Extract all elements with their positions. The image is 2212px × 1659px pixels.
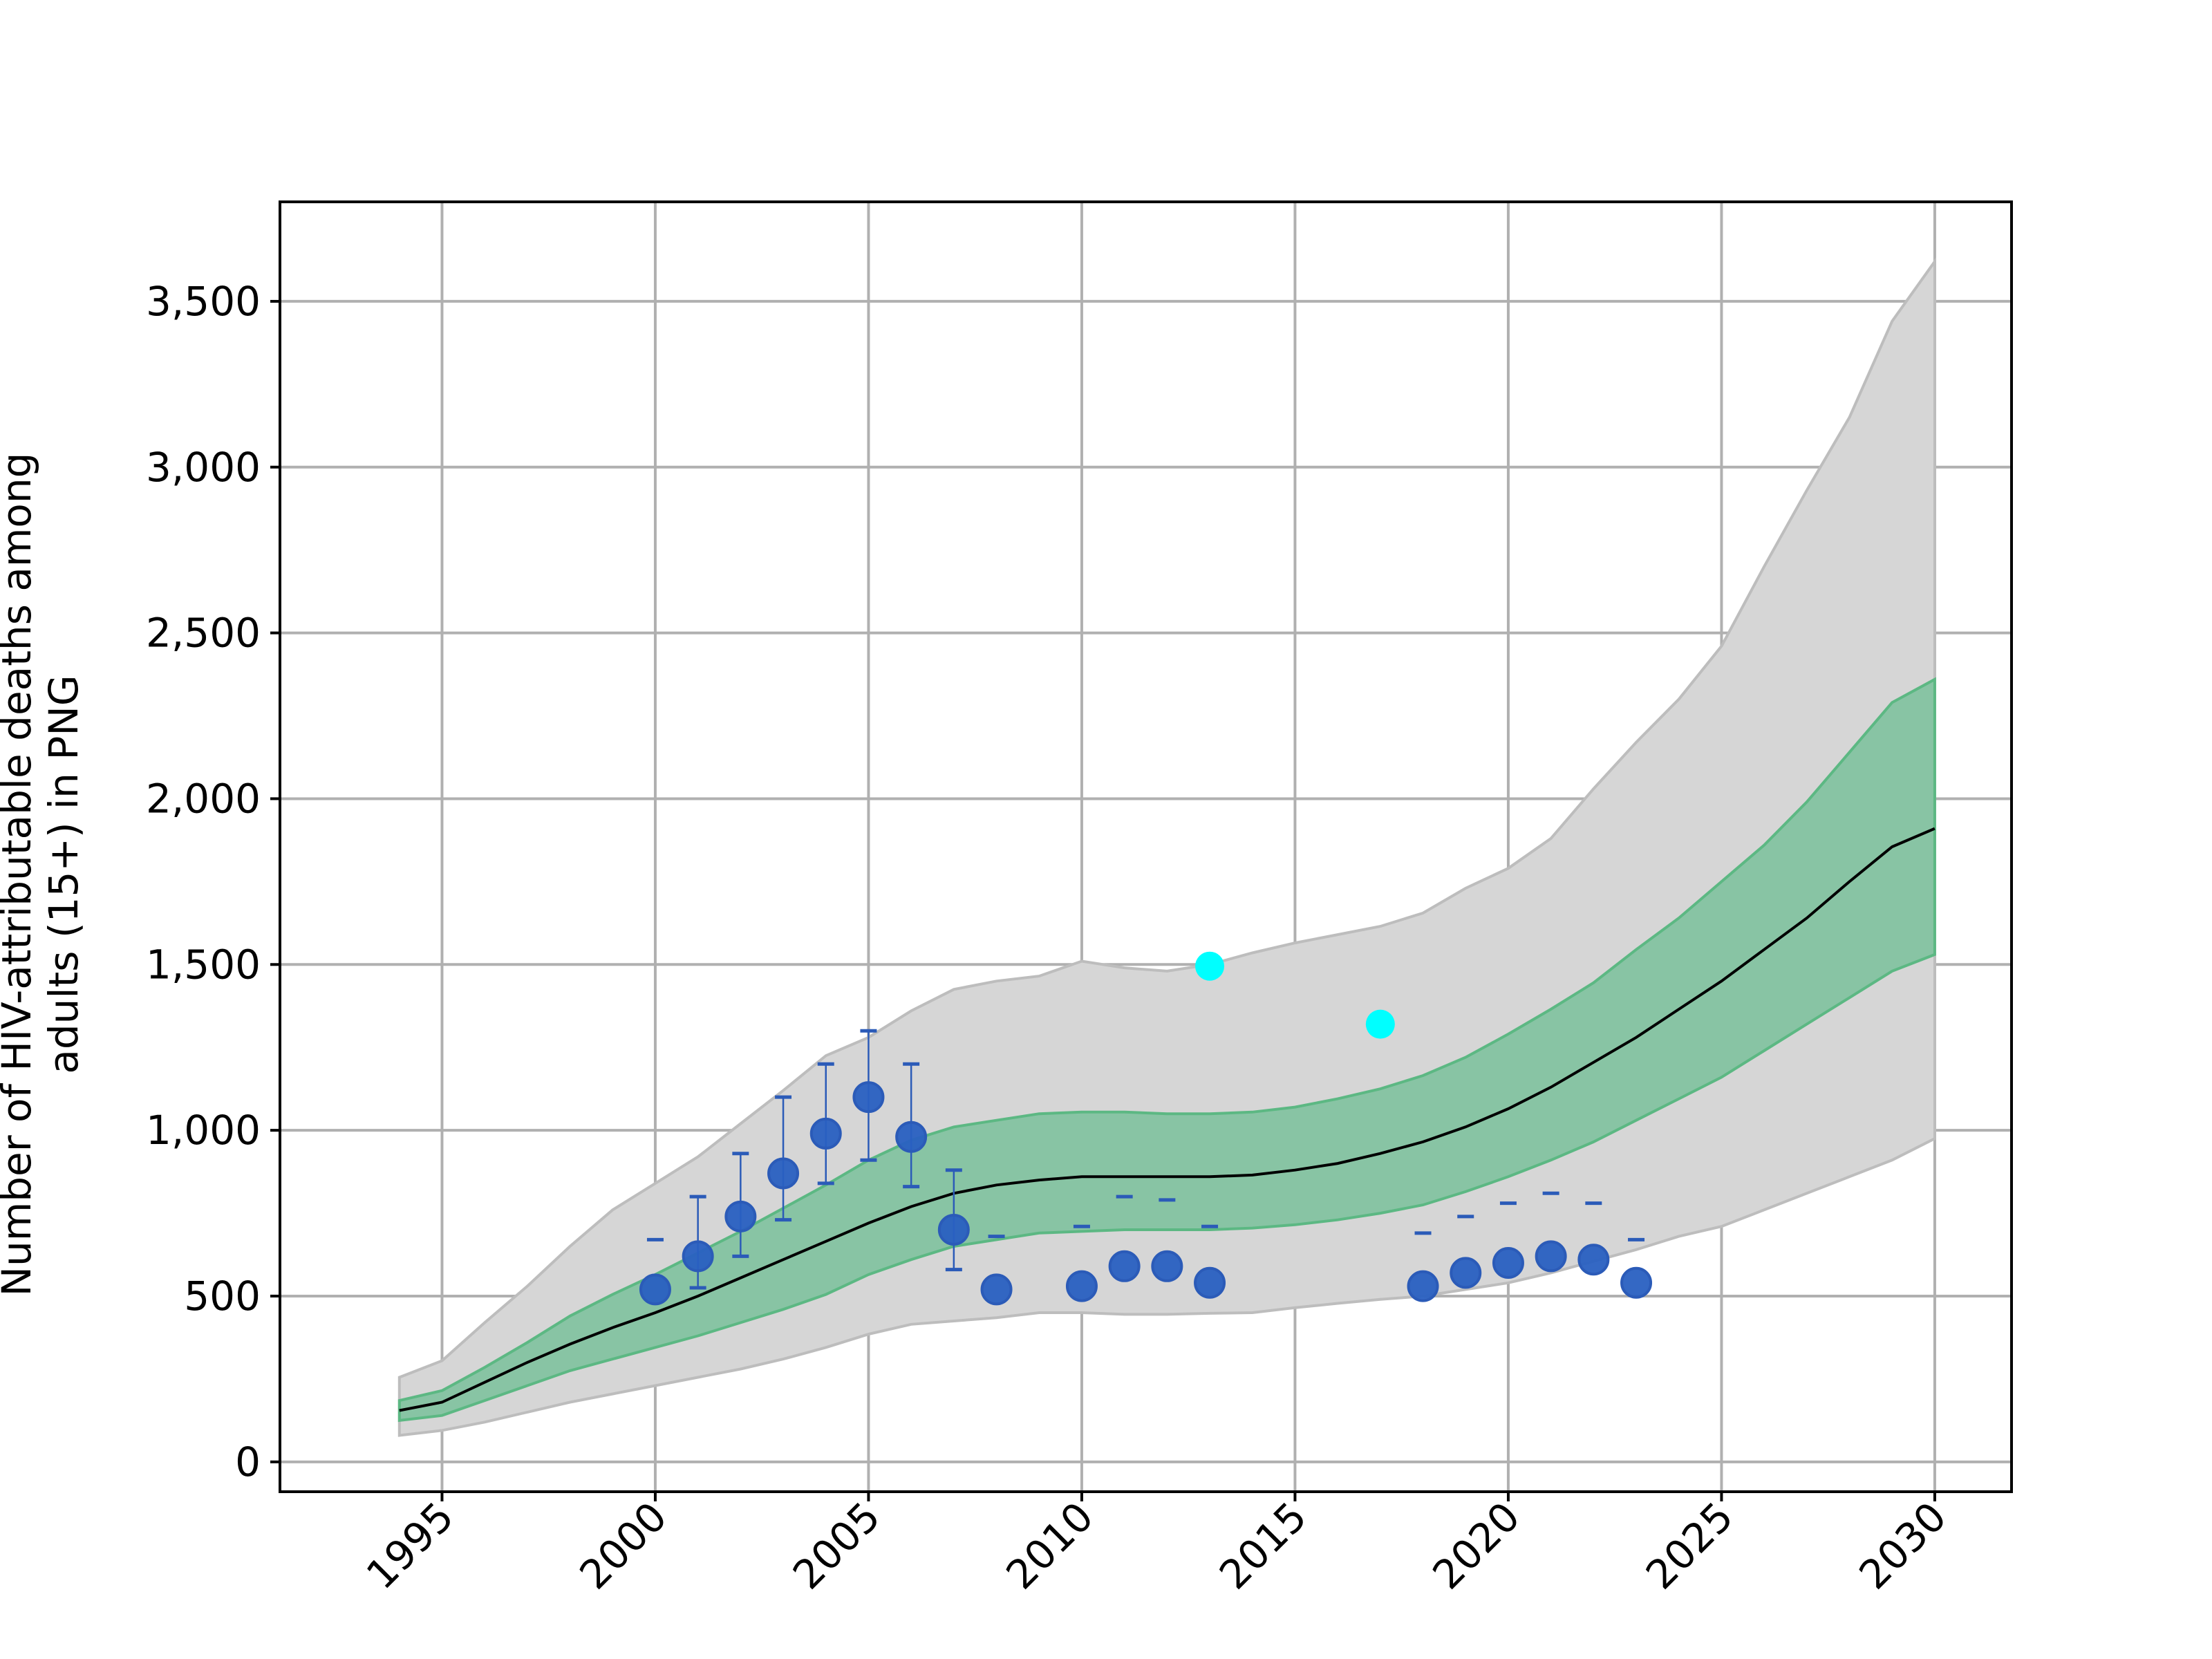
data-point bbox=[639, 1273, 671, 1306]
median-line bbox=[399, 827, 1936, 1412]
data-point bbox=[809, 1117, 842, 1150]
data-point bbox=[1492, 1247, 1524, 1280]
y-tick-label: 3,000 bbox=[146, 444, 261, 491]
data-point bbox=[1108, 1250, 1141, 1282]
x-tick-label: 2010 bbox=[997, 1493, 1102, 1598]
y-axis-label-line-1: Number of HIV-attributable deaths among bbox=[0, 453, 40, 1297]
y-tick-label: 500 bbox=[184, 1273, 261, 1320]
highlight-point bbox=[1365, 1009, 1395, 1039]
x-tick-label: 2015 bbox=[1210, 1493, 1315, 1598]
data-point bbox=[1535, 1240, 1567, 1273]
x-tick-label: 2030 bbox=[1850, 1493, 1955, 1598]
plot-frame bbox=[279, 200, 2013, 1493]
x-tick-label: 2025 bbox=[1637, 1493, 1742, 1598]
data-point bbox=[852, 1081, 885, 1114]
data-point bbox=[1065, 1270, 1098, 1302]
x-tick-label: 2005 bbox=[784, 1493, 889, 1598]
data-point bbox=[1620, 1266, 1653, 1299]
y-tick-label: 1,000 bbox=[146, 1107, 261, 1154]
x-tick-label: 2020 bbox=[1423, 1493, 1528, 1598]
axes bbox=[270, 200, 2013, 1501]
x-tick-label: 2000 bbox=[570, 1493, 675, 1598]
data-point bbox=[1407, 1270, 1439, 1302]
highlight-point bbox=[1195, 951, 1225, 981]
y-axis-label-line-2: adults (15+) in PNG bbox=[40, 675, 87, 1074]
data-point bbox=[1151, 1250, 1183, 1282]
data-point bbox=[1577, 1244, 1610, 1276]
median-line-group bbox=[399, 827, 1936, 1412]
data-point bbox=[1450, 1257, 1482, 1289]
data-point bbox=[724, 1200, 757, 1232]
y-tick-label: 3,500 bbox=[146, 278, 261, 325]
y-tick-label: 2,000 bbox=[146, 775, 261, 822]
y-tick-label: 0 bbox=[235, 1438, 261, 1485]
data-point bbox=[937, 1214, 970, 1246]
data-point bbox=[682, 1240, 714, 1273]
y-tick-label: 1,500 bbox=[146, 941, 261, 988]
y-tick-label: 2,500 bbox=[146, 610, 261, 657]
data-point bbox=[767, 1157, 800, 1190]
x-tick-label: 1995 bbox=[357, 1493, 462, 1598]
data-point bbox=[980, 1273, 1013, 1306]
data-point bbox=[1194, 1266, 1226, 1299]
data-points bbox=[639, 951, 1653, 1306]
data-point bbox=[895, 1121, 928, 1153]
